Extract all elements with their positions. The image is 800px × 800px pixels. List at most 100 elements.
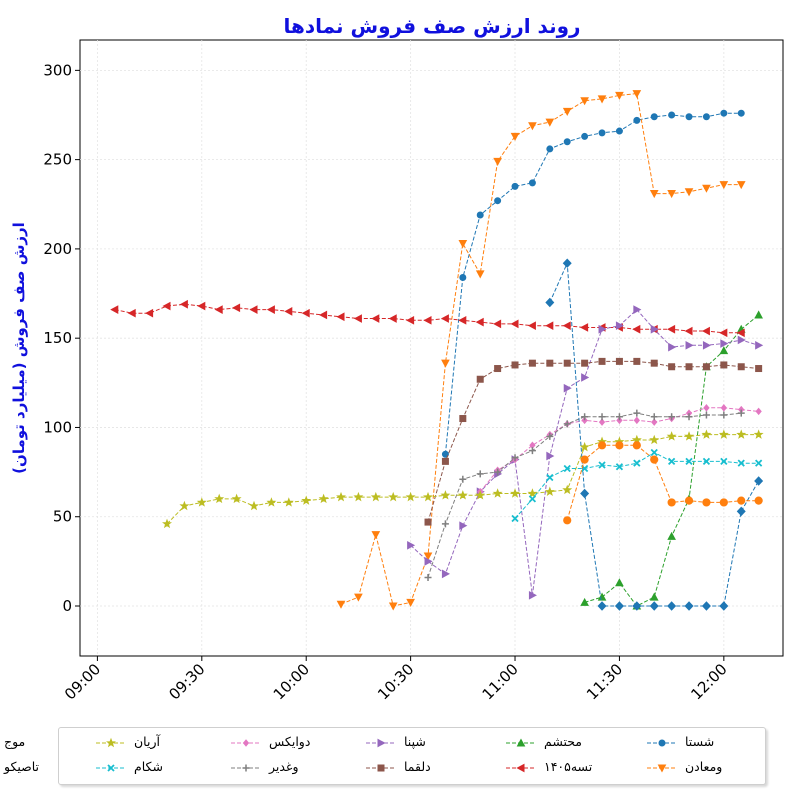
data-point — [266, 497, 277, 507]
data-point — [668, 363, 676, 371]
data-point — [667, 190, 676, 199]
axes: 0 50 100 150 200 250 300 09:00 09:30 10:00 10:30 11… — [43, 61, 730, 703]
series-11 — [545, 258, 764, 611]
data-point — [633, 416, 640, 425]
data-point — [405, 491, 416, 502]
data-point — [475, 490, 486, 500]
data-point — [615, 413, 623, 421]
data-point — [476, 211, 484, 219]
series-line — [410, 308, 759, 596]
y-tick-label: 250 — [43, 151, 72, 169]
series-10 — [511, 448, 763, 523]
data-point — [336, 491, 346, 502]
legend-label: شکام — [134, 759, 163, 774]
data-point — [336, 312, 345, 322]
x-tick-label: 11:30 — [583, 660, 626, 703]
legend-swatch — [506, 763, 536, 773]
data-point — [579, 441, 590, 452]
data-point — [545, 297, 555, 308]
data-point — [546, 473, 554, 482]
series-line — [566, 444, 759, 521]
data-point — [580, 455, 589, 464]
data-point — [736, 181, 746, 190]
data-point — [657, 764, 667, 773]
legend-item: تسه۱۴۰۵ — [504, 758, 624, 778]
data-point — [197, 301, 206, 311]
data-point — [545, 118, 555, 127]
data-point — [510, 132, 520, 141]
legend-label: تسه۱۴۰۵ — [544, 759, 593, 774]
data-point — [528, 359, 536, 367]
data-point — [702, 457, 711, 466]
data-point — [562, 107, 572, 116]
series-line — [340, 93, 742, 607]
data-point — [562, 321, 571, 331]
data-point — [563, 464, 571, 473]
series-2 — [336, 90, 746, 611]
y-tick-label: 200 — [43, 240, 72, 258]
data-point — [107, 764, 115, 772]
data-point — [598, 413, 606, 421]
data-point — [459, 475, 467, 483]
data-point — [388, 491, 399, 502]
legend-label: دوایکس — [269, 734, 311, 749]
data-point — [301, 308, 310, 318]
plot-area — [79, 39, 784, 657]
data-point — [511, 361, 519, 369]
series-8 — [424, 409, 745, 581]
legend-swatch — [231, 739, 261, 747]
data-point — [753, 429, 764, 439]
data-point — [179, 500, 190, 511]
data-point — [424, 518, 432, 526]
y-tick-label: 100 — [43, 418, 72, 436]
data-point — [370, 491, 381, 502]
legend: شستا ومعادن محتشم تسه۱۴۰۵ شپنا دلقما دوایکس وغد… — [4, 727, 766, 785]
data-point — [546, 432, 554, 440]
data-point — [668, 342, 677, 352]
data-point — [527, 488, 538, 498]
data-point — [615, 321, 624, 331]
data-point — [580, 597, 589, 606]
data-point — [476, 470, 484, 478]
data-point — [440, 490, 451, 500]
legend-item: دوایکس — [229, 733, 349, 753]
x-tick-label: 12:00 — [687, 660, 730, 703]
y-tick-label: 300 — [43, 61, 72, 79]
data-point — [650, 448, 658, 457]
data-point — [528, 495, 537, 503]
data-point — [615, 91, 624, 100]
data-point — [563, 516, 572, 525]
data-point — [633, 459, 641, 467]
data-point — [106, 737, 116, 748]
data-point — [754, 310, 763, 319]
data-point — [458, 240, 468, 249]
x-tick-label: 10:00 — [270, 660, 313, 703]
data-point — [737, 459, 745, 467]
data-point — [516, 763, 525, 773]
legend-swatch — [366, 738, 396, 748]
data-point — [475, 317, 484, 327]
data-point — [649, 601, 659, 611]
series-line — [514, 451, 759, 519]
data-point — [650, 413, 658, 421]
data-point — [702, 340, 711, 350]
data-point — [441, 569, 450, 579]
series-4 — [110, 299, 745, 338]
data-point — [511, 514, 519, 523]
data-point — [703, 404, 710, 412]
data-point — [668, 413, 676, 421]
data-point — [649, 592, 659, 601]
data-point — [581, 416, 588, 425]
data-point — [702, 498, 711, 507]
series-line — [444, 112, 742, 455]
data-point — [214, 305, 223, 314]
legend-swatch — [96, 737, 126, 748]
data-point — [685, 113, 693, 121]
legend-item: شپنا — [364, 733, 484, 753]
data-point — [423, 491, 433, 502]
data-point — [737, 363, 745, 371]
data-point — [511, 182, 519, 190]
data-point — [597, 441, 607, 450]
legend-item: تاصیکو — [0, 758, 84, 778]
data-point — [492, 488, 503, 498]
